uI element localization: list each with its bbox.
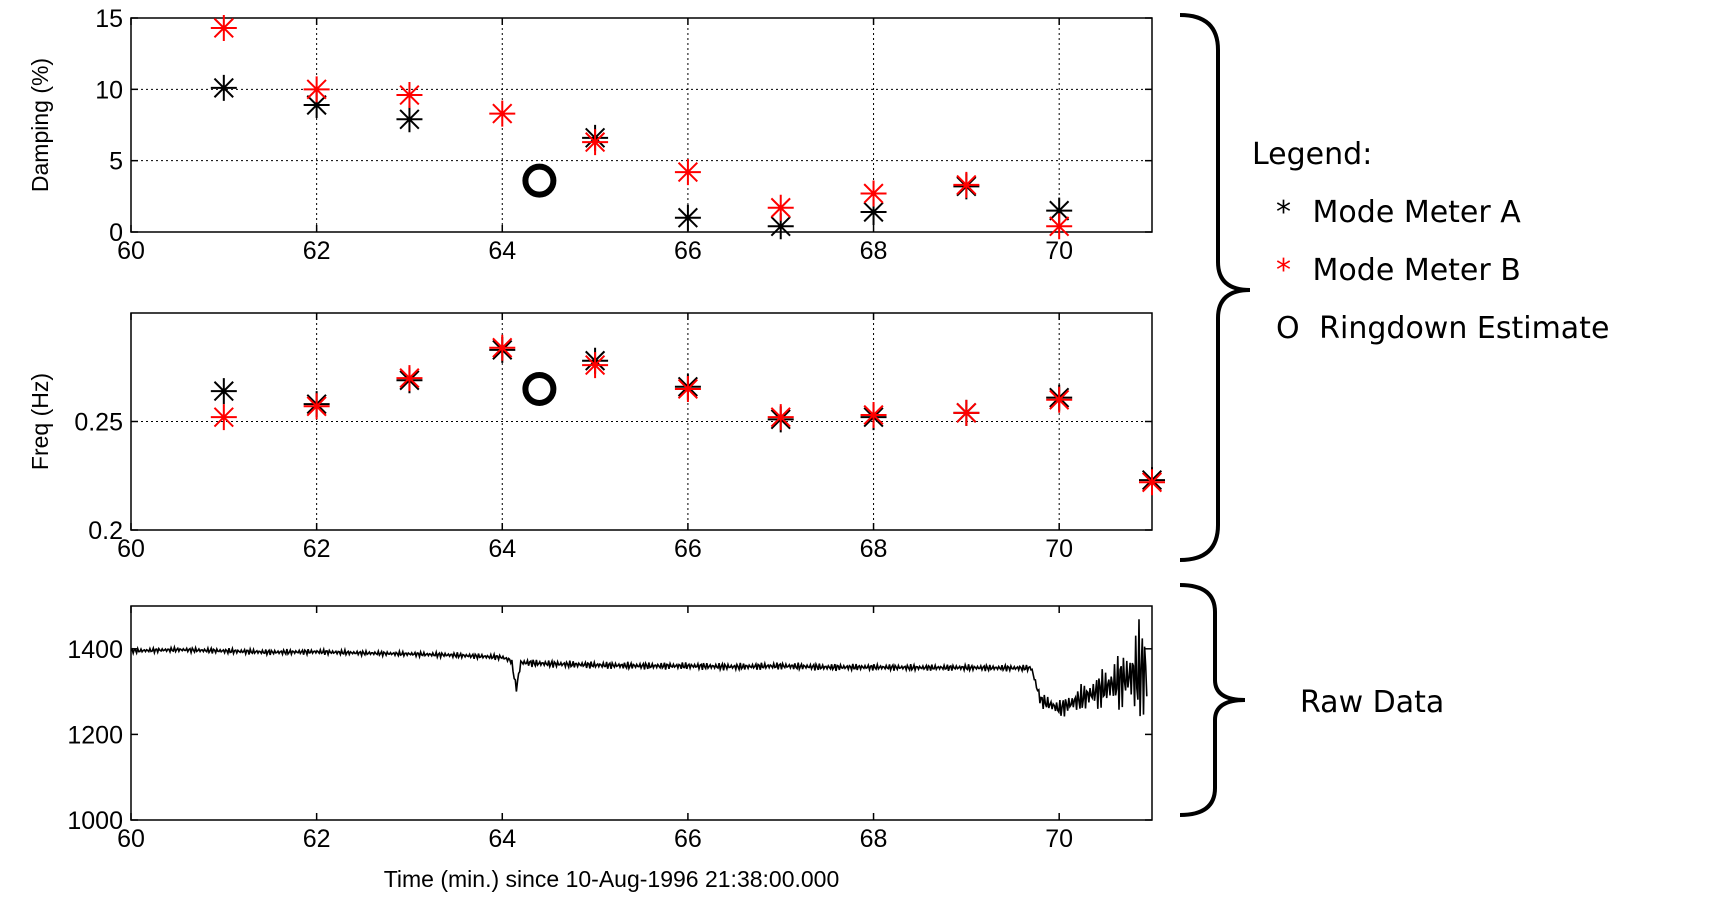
mode-meter-b-point <box>303 76 330 103</box>
legend-item-mode-meter-a: * Mode Meter A <box>1276 195 1521 230</box>
mode-meter-b-point <box>396 82 423 109</box>
x-tick-label: 62 <box>303 535 331 563</box>
plot-frame <box>130 605 1153 821</box>
x-tick-label: 66 <box>674 237 702 265</box>
legend-label-mode-meter-a: Mode Meter A <box>1313 195 1522 230</box>
x-tick-label: 62 <box>303 237 331 265</box>
y-tick-label: 1000 <box>67 807 123 835</box>
mode-meter-a-point <box>860 199 887 226</box>
legend-item-ringdown: O Ringdown Estimate <box>1276 311 1609 346</box>
damping-panel: 60 62 64 66 68 70 0 5 10 15 Damping (%) <box>27 5 1153 265</box>
legend-label-mode-meter-b: Mode Meter B <box>1313 253 1521 288</box>
x-tick-label: 64 <box>488 535 516 563</box>
mode-meter-a-point <box>303 92 330 119</box>
mode-meter-a-point <box>1046 197 1073 224</box>
mode-meter-b-point <box>1139 469 1165 496</box>
mode-meter-b-point <box>489 100 516 127</box>
mode-meter-a-point <box>396 106 423 133</box>
mode-meter-b-point <box>674 375 701 402</box>
mode-meter-a-point <box>210 378 237 405</box>
y-tick-label: 0 <box>109 219 123 247</box>
mode-meter-b-point <box>210 404 237 431</box>
ringdown-estimate-point <box>522 163 557 198</box>
x-tick-label: 70 <box>1045 237 1073 265</box>
x-tick-label: 60 <box>117 535 145 563</box>
brace-raw-data <box>1179 583 1246 817</box>
mode-meter-b-point <box>860 180 887 207</box>
mode-meter-b-point <box>860 401 887 428</box>
brace-top-panels <box>1179 13 1251 562</box>
mode-meter-b-point <box>210 14 237 41</box>
y-tick-label: 0.25 <box>74 409 123 437</box>
legend-item-mode-meter-b: * Mode Meter B <box>1276 253 1521 288</box>
y-axis-title: Freq (Hz) <box>27 373 53 470</box>
mode-meter-a-point <box>674 204 701 231</box>
mode-meter-b-point <box>489 334 516 361</box>
x-tick-label: 60 <box>117 825 145 853</box>
x-tick-label: 68 <box>860 535 888 563</box>
frequency-panel: 60 62 64 66 68 70 0.2 0.25 Freq (Hz) <box>27 312 1165 563</box>
y-tick-label: 0.2 <box>88 517 123 545</box>
y-tick-label: 15 <box>95 5 123 33</box>
mode-meter-b-point <box>953 171 980 198</box>
raw-data-label: Raw Data <box>1300 685 1444 720</box>
legend-marker-mode-meter-b: * <box>1276 253 1291 288</box>
x-tick-label: 66 <box>674 535 702 563</box>
mode-meter-b-point <box>767 404 794 431</box>
mode-meter-b-point <box>303 393 330 420</box>
x-tick-label: 70 <box>1045 825 1073 853</box>
mode-meter-b-point <box>674 159 701 186</box>
raw-data-line <box>130 619 1148 717</box>
mode-meter-b-point <box>582 352 609 379</box>
y-tick-label: 5 <box>109 148 123 176</box>
x-tick-label: 70 <box>1045 535 1073 563</box>
x-tick-label: 68 <box>860 825 888 853</box>
legend-marker-ringdown: O <box>1276 311 1300 346</box>
ringdown-estimate-point <box>522 371 557 406</box>
x-tick-label: 64 <box>488 825 516 853</box>
legend-marker-mode-meter-a: * <box>1276 195 1291 230</box>
mode-meter-b-point <box>767 194 794 221</box>
mode-meter-b-point <box>396 365 423 392</box>
raw-data-panel: 60 62 64 66 68 70 1000 1200 1400 Time (min.) sinc… <box>67 605 1153 892</box>
x-axis-title: Time (min.) since 10-Aug-1996 21:38:00.0… <box>384 866 840 892</box>
mode-meter-b-point <box>1046 213 1073 240</box>
mode-meter-b-point <box>582 129 609 156</box>
x-tick-label: 60 <box>117 237 145 265</box>
legend-title: Legend: <box>1252 137 1372 172</box>
y-tick-label: 1400 <box>67 636 123 664</box>
y-tick-label: 10 <box>95 76 123 104</box>
x-tick-label: 62 <box>303 825 331 853</box>
mode-meter-a-point <box>210 74 237 101</box>
legend-label-ringdown: Ringdown Estimate <box>1319 311 1609 346</box>
x-tick-label: 64 <box>488 237 516 265</box>
y-tick-label: 1200 <box>67 721 123 749</box>
plot-frame <box>130 17 1153 233</box>
mode-meter-b-point <box>1046 386 1073 413</box>
mode-meter-a-point <box>767 213 794 240</box>
legend: Legend: * Mode Meter A * Mode Meter B O … <box>1252 137 1609 346</box>
y-axis-title: Damping (%) <box>27 58 53 192</box>
x-tick-label: 68 <box>860 237 888 265</box>
x-tick-label: 66 <box>674 825 702 853</box>
mode-meter-b-point <box>953 399 980 426</box>
